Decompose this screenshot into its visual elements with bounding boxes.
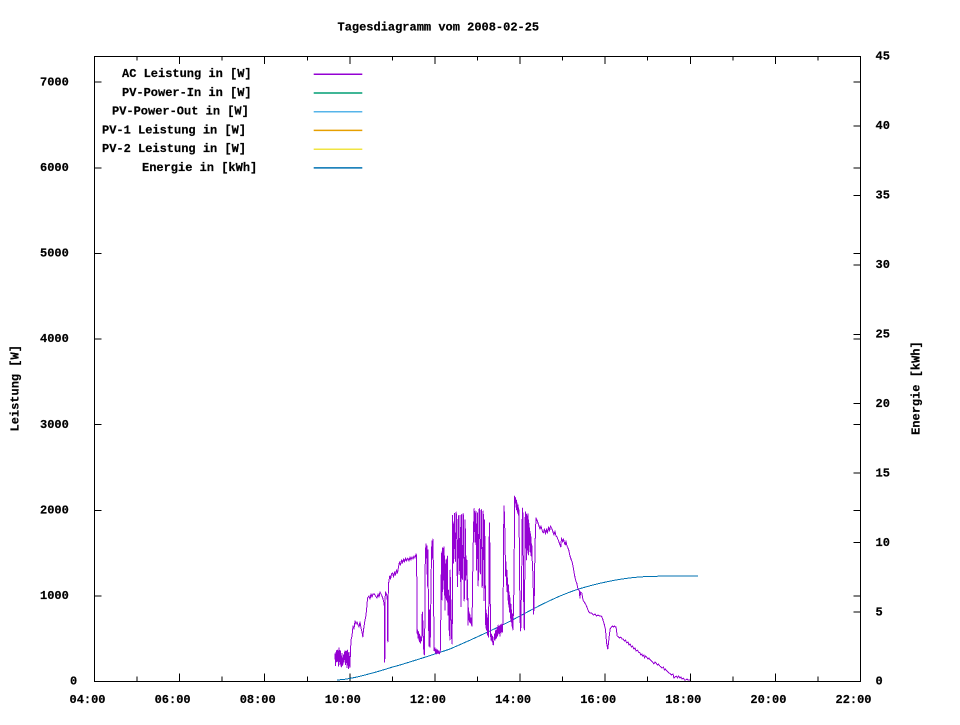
- svg-text:30: 30: [876, 258, 890, 272]
- svg-text:25: 25: [876, 328, 890, 342]
- svg-text:Energie [kWh]: Energie [kWh]: [910, 341, 924, 435]
- svg-text:22:00: 22:00: [836, 693, 872, 707]
- svg-text:10:00: 10:00: [325, 693, 361, 707]
- svg-text:6000: 6000: [40, 161, 69, 175]
- svg-text:PV-2 Leistung in [W]: PV-2 Leistung in [W]: [102, 142, 246, 156]
- svg-text:PV-1 Leistung in [W]: PV-1 Leistung in [W]: [102, 123, 246, 137]
- svg-text:Tagesdiagramm vom 2008-02-25: Tagesdiagramm vom 2008-02-25: [338, 21, 540, 35]
- svg-text:0: 0: [70, 675, 77, 689]
- svg-text:35: 35: [876, 189, 890, 203]
- svg-text:0: 0: [876, 675, 883, 689]
- svg-text:14:00: 14:00: [495, 693, 531, 707]
- svg-text:08:00: 08:00: [240, 693, 276, 707]
- svg-text:20:00: 20:00: [750, 693, 786, 707]
- svg-text:40: 40: [876, 119, 890, 133]
- svg-text:5: 5: [876, 605, 883, 619]
- svg-text:5000: 5000: [40, 247, 69, 261]
- svg-text:PV-Power-Out in [W]: PV-Power-Out in [W]: [112, 105, 249, 119]
- svg-text:18:00: 18:00: [665, 693, 701, 707]
- svg-text:4000: 4000: [40, 332, 69, 346]
- svg-text:04:00: 04:00: [70, 693, 106, 707]
- svg-text:Leistung [W]: Leistung [W]: [9, 345, 23, 431]
- svg-text:06:00: 06:00: [155, 693, 191, 707]
- svg-text:16:00: 16:00: [580, 693, 616, 707]
- svg-text:12:00: 12:00: [410, 693, 446, 707]
- svg-text:AC Leistung in [W]: AC Leistung in [W]: [122, 67, 252, 81]
- svg-text:20: 20: [876, 397, 890, 411]
- svg-text:3000: 3000: [40, 418, 69, 432]
- svg-text:15: 15: [876, 466, 890, 480]
- svg-text:10: 10: [876, 536, 890, 550]
- svg-text:Energie in [kWh]: Energie in [kWh]: [142, 161, 257, 175]
- svg-text:2000: 2000: [40, 504, 69, 518]
- svg-text:7000: 7000: [40, 75, 69, 89]
- svg-text:45: 45: [876, 50, 890, 64]
- svg-text:PV-Power-In in [W]: PV-Power-In in [W]: [122, 86, 252, 100]
- svg-text:1000: 1000: [40, 589, 69, 603]
